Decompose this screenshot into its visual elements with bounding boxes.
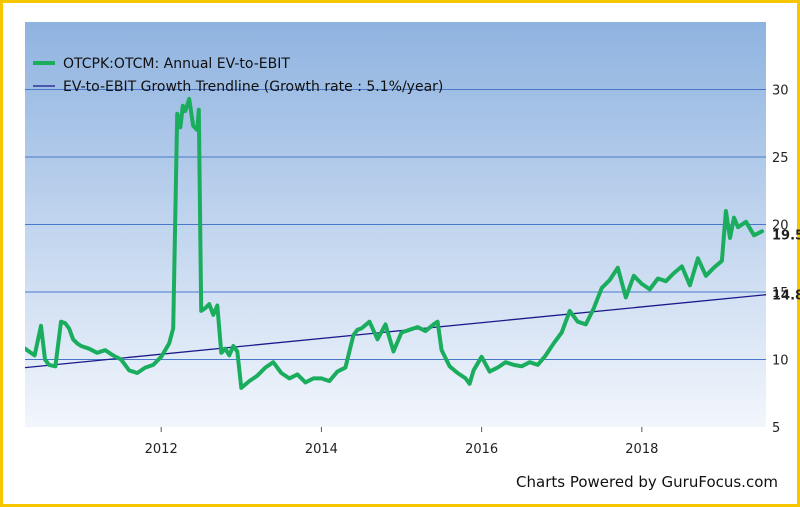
legend-label-series: OTCPK:OTCM: Annual EV-to-EBIT bbox=[63, 56, 290, 72]
x-tick-label-2016: 2016 bbox=[465, 442, 498, 457]
last-value-label-trendline: 14.8 bbox=[772, 289, 800, 304]
ev-to-ebit-line bbox=[25, 96, 764, 390]
last-value-label-series: 19.5 bbox=[772, 228, 800, 243]
y-tick-label-20: 20 bbox=[772, 219, 789, 234]
legend-label-trendline: EV-to-EBIT Growth Trendline (Growth rate… bbox=[63, 79, 443, 95]
y-tick-label-30: 30 bbox=[772, 84, 789, 99]
grid-lines bbox=[25, 89, 766, 360]
axis-ticks: 5 10 15 20 25 30 2012 2014 2016 2018 bbox=[145, 84, 789, 458]
x-tick-label-2018: 2018 bbox=[625, 442, 658, 457]
x-tick-label-2014: 2014 bbox=[305, 442, 338, 457]
y-tick-label-25: 25 bbox=[772, 151, 789, 166]
credit-text: Charts Powered by GuruFocus.com bbox=[516, 473, 778, 491]
series-layer bbox=[25, 96, 766, 390]
y-tick-label-5: 5 bbox=[772, 421, 780, 436]
y-tick-label-10: 10 bbox=[772, 354, 789, 369]
x-tick-label-2012: 2012 bbox=[145, 442, 178, 457]
y-tick-label-15: 15 bbox=[772, 286, 789, 301]
value-labels: 19.5 14.8 bbox=[772, 228, 800, 303]
trendline bbox=[25, 294, 766, 369]
legend: OTCPK:OTCM: Annual EV-to-EBIT EV-to-EBIT… bbox=[33, 56, 443, 95]
